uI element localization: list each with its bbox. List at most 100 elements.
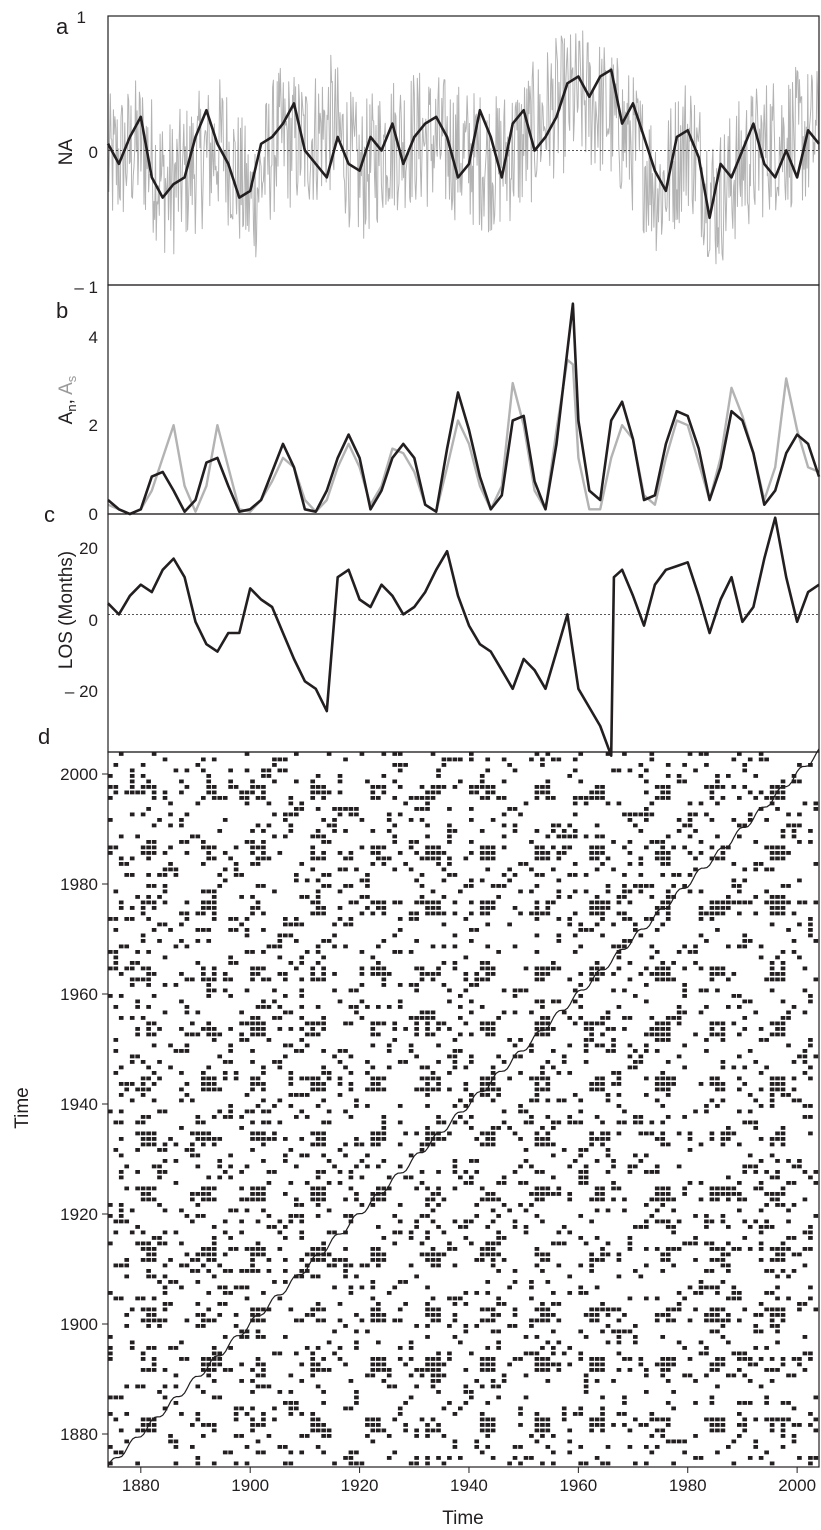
panel-d-recurrence-cell (731, 1291, 737, 1295)
panel-d-recurrence-cell (299, 1236, 305, 1240)
panel-d-recurrence-cell (490, 1252, 496, 1257)
panel-d-recurrence-cell (649, 1197, 655, 1202)
panel-d-recurrence-cell (529, 1351, 534, 1356)
panel-d-recurrence-cell (315, 1258, 321, 1262)
panel-d-recurrence-cell (206, 983, 212, 987)
panel-d-recurrence-cell (540, 1137, 545, 1141)
panel-d-recurrence-cell (436, 1351, 441, 1356)
panel-d-recurrence-cell (665, 1027, 671, 1031)
panel-d-recurrence-cell (217, 884, 223, 888)
panel-d-recurrence-cell (381, 785, 387, 789)
panel-d-recurrence-cell (376, 1368, 381, 1372)
panel-d-recurrence-cell (310, 972, 316, 976)
panel-d-recurrence-cell (441, 1461, 447, 1466)
panel-d-recurrence-cell (179, 818, 184, 822)
panel-d-recurrence-cell (452, 757, 458, 762)
panel-d-recurrence-cell (381, 1318, 387, 1323)
panel-d-recurrence-cell (594, 1159, 600, 1163)
panel-d-recurrence-cell (469, 851, 474, 855)
panel-d-recurrence-cell (572, 889, 578, 894)
panel-d-recurrence-cell (540, 851, 545, 855)
panel-d-recurrence-cell (255, 823, 261, 828)
panel-d-recurrence-cell (430, 1428, 436, 1433)
panel-d-recurrence-cell (600, 1258, 605, 1262)
panel-d-recurrence-cell (201, 862, 206, 866)
panel-d-recurrence-cell (583, 1021, 589, 1026)
panel-d-recurrence-cell (370, 1423, 376, 1427)
panel-d-recurrence-cell (146, 1241, 151, 1246)
panel-d-recurrence-cell (250, 1252, 255, 1257)
panel-d-recurrence-cell (310, 966, 316, 971)
panel-d-recurrence-cell (244, 1329, 250, 1334)
panel-d-recurrence-cell (129, 856, 135, 861)
panel-d-recurrence-cell (769, 1087, 775, 1092)
panel-d-recurrence-cell (611, 768, 616, 773)
panel-d-recurrence-cell (277, 1390, 283, 1394)
panel-d-recurrence-cell (376, 1142, 381, 1147)
panel-d-recurrence-cell (611, 944, 616, 949)
panel-d-recurrence-cell (753, 1329, 759, 1334)
panel-d-recurrence-cell (780, 790, 786, 795)
panel-d-recurrence-cell (633, 1153, 638, 1158)
panel-d-recurrence-cell (501, 1010, 507, 1015)
panel-d-recurrence-cell (605, 856, 611, 861)
panel-d-recurrence-cell (611, 1082, 616, 1086)
panel-d-recurrence-cell (195, 1203, 201, 1207)
panel-d-recurrence-cell (162, 1142, 168, 1147)
panel-d-recurrence-cell (283, 1225, 288, 1229)
panel-d-recurrence-cell (190, 1131, 195, 1136)
panel-d-recurrence-cell (687, 1357, 693, 1361)
panel-d-recurrence-cell (737, 1434, 742, 1438)
panel-d-recurrence-cell (157, 1148, 162, 1152)
panel-d-recurrence-cell (113, 1071, 119, 1075)
panel-d-recurrence-cell (802, 1368, 808, 1372)
panel-d-recurrence-cell (392, 867, 398, 872)
panel-d-recurrence-cell (140, 1093, 146, 1097)
panel-d-recurrence-cell (447, 862, 452, 866)
panel-d-recurrence-cell (731, 1439, 737, 1444)
panel-d-recurrence-cell (326, 1071, 332, 1075)
panel-d-recurrence-cell (359, 1285, 365, 1290)
panel-d-recurrence-cell (146, 873, 151, 877)
panel-d-recurrence-cell (386, 1175, 392, 1180)
panel-d-recurrence-cell (644, 1263, 649, 1268)
panel-d-recurrence-cell (791, 1439, 797, 1444)
panel-d-recurrence-cell (294, 1401, 299, 1405)
panel-d-recurrence-cell (545, 972, 551, 976)
panel-d-recurrence-cell (337, 1318, 343, 1323)
panel-d-recurrence-cell (654, 856, 660, 861)
panel-d-recurrence-cell (720, 1258, 726, 1262)
panel-d-recurrence-cell (304, 1032, 310, 1037)
panel-d-recurrence-cell (600, 1131, 605, 1136)
panel-d-recurrence-cell (321, 1065, 326, 1070)
panel-d-recurrence-cell (769, 895, 775, 899)
panel-d-recurrence-cell (436, 1192, 441, 1196)
panel-d-recurrence-cell (545, 1280, 551, 1284)
panel-d-recurrence-cell (534, 1021, 540, 1026)
panel-d-recurrence-cell (720, 1335, 726, 1339)
panel-d-recurrence-cell (157, 873, 162, 877)
panel-d-recurrence-cell (485, 1131, 491, 1136)
panel-d-recurrence-cell (436, 1131, 441, 1136)
panel-d-recurrence-cell (151, 1131, 157, 1136)
panel-d-recurrence-cell (660, 856, 666, 861)
panel-d-recurrence-cell (397, 1120, 403, 1125)
panel-d-recurrence-cell (151, 1274, 157, 1279)
panel-d-recurrence-cell (589, 1368, 594, 1372)
panel-d-recurrence-cell (288, 1307, 294, 1312)
panel-d-recurrence-cell (162, 1302, 168, 1306)
panel-d-recurrence-cell (808, 1065, 813, 1070)
panel-d-recurrence-cell (507, 807, 512, 811)
panel-d-recurrence-cell (430, 1247, 436, 1251)
panel-d-recurrence-cell (299, 1450, 305, 1455)
panel-d-recurrence-cell (594, 1076, 600, 1081)
panel-d-recurrence-cell (436, 1027, 441, 1031)
panel-d-recurrence-cell (419, 884, 425, 888)
panel-d-recurrence-cell (534, 1137, 540, 1141)
panel-d-recurrence-cell (485, 1368, 491, 1372)
panel-d-recurrence-cell (151, 752, 157, 756)
panel-d-recurrence-cell (332, 1263, 337, 1268)
panel-d-recurrence-cell (140, 785, 146, 789)
panel-d-recurrence-cell (682, 966, 687, 971)
panel-d-recurrence-cell (108, 785, 113, 789)
